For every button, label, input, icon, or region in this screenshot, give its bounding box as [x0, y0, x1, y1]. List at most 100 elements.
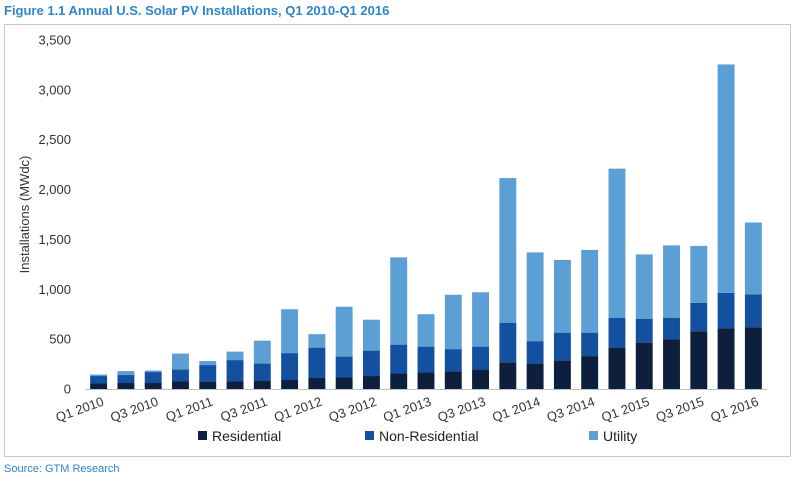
- bar-segment-utility: [444, 294, 462, 350]
- figure-title: Figure 1.1 Annual U.S. Solar PV Installa…: [4, 3, 390, 18]
- bar-segment-utility: [281, 309, 299, 354]
- bar-segment-residential: [663, 339, 680, 389]
- bar-segment-residential: [499, 362, 517, 389]
- legend-label: Utility: [603, 428, 637, 444]
- bar-segment-utility: [390, 257, 408, 345]
- x-tick-label: Q3 2012: [326, 394, 378, 425]
- x-tick-label: Q1 2015: [599, 394, 651, 425]
- bar-segment-utility: [308, 334, 326, 348]
- legend-label: Non-Residential: [379, 428, 479, 444]
- bar-segment-non-residential: [117, 375, 135, 384]
- bar-segment-utility: [472, 292, 490, 347]
- bar-segment-utility: [226, 351, 244, 361]
- x-tick-label: Q1 2014: [490, 394, 542, 425]
- y-tick-label: 3,000: [38, 82, 71, 97]
- bar-segment-utility: [417, 314, 435, 347]
- legend-swatch: [198, 431, 207, 440]
- bars: [90, 64, 762, 389]
- bar-segment-utility: [526, 252, 544, 342]
- x-tick-label: Q1 2011: [164, 394, 215, 425]
- bar-segment-non-residential: [553, 332, 571, 361]
- bar-segment-residential: [717, 328, 735, 389]
- bar-segment-non-residential: [308, 347, 326, 379]
- bar-segment-non-residential: [717, 292, 735, 329]
- bar-segment-non-residential: [444, 349, 462, 372]
- legend-label: Residential: [212, 428, 281, 444]
- bar-segment-non-residential: [526, 341, 544, 364]
- y-tick-label: 500: [49, 332, 71, 347]
- bar-segment-residential: [690, 331, 708, 389]
- bar-segment-residential: [526, 363, 544, 389]
- x-tick-label: Q1 2016: [708, 394, 760, 425]
- bar-segment-residential: [335, 377, 353, 389]
- y-tick-label: 0: [64, 382, 71, 397]
- bar-segment-residential: [553, 360, 571, 389]
- bar-segment-utility: [499, 178, 517, 323]
- bar-segment-utility: [199, 361, 217, 366]
- bar-segment-non-residential: [472, 346, 490, 370]
- x-tick-label: Q3 2013: [436, 394, 488, 425]
- bar-segment-utility: [581, 249, 599, 333]
- y-axis-ticks: 0 500 1,000 1,500 2,000 2,500 3,000 3,500: [38, 33, 71, 397]
- bar-segment-residential: [417, 372, 435, 389]
- x-tick-label: Q1 2013: [381, 394, 433, 425]
- bar-segment-non-residential: [144, 372, 162, 384]
- x-tick-label: Q3 2010: [108, 394, 160, 425]
- bar-segment-residential: [172, 381, 189, 389]
- bar-segment-utility: [663, 245, 680, 318]
- chart-frame: [4, 24, 791, 457]
- bar-segment-non-residential: [281, 353, 299, 381]
- bar-segment-non-residential: [226, 360, 244, 382]
- y-tick-label: 1,500: [38, 232, 71, 247]
- bar-segment-residential: [308, 378, 326, 389]
- bar-segment-utility: [172, 353, 189, 370]
- x-axis-ticks: Q1 2010 Q3 2010 Q1 2011 Q3 2011 Q1 2012 Q3 20…: [54, 394, 761, 425]
- y-tick-label: 2,000: [38, 182, 71, 197]
- bar-segment-residential: [199, 382, 217, 389]
- x-tick-label: Q3 2011: [218, 394, 269, 425]
- bar-segment-non-residential: [690, 302, 708, 332]
- bar-segment-residential: [226, 381, 244, 389]
- bar-segment-utility: [553, 259, 571, 333]
- bar-segment-utility: [90, 374, 108, 377]
- bar-segment-non-residential: [90, 376, 108, 384]
- source-note: Source: GTM Research: [4, 463, 120, 475]
- bar-segment-utility: [690, 245, 708, 303]
- bar-segment-utility: [253, 340, 271, 364]
- x-tick-label: Q3 2014: [545, 394, 597, 425]
- legend: Residential Non-Residential Utility: [198, 428, 637, 444]
- bar-segment-non-residential: [663, 317, 680, 340]
- bar-segment-non-residential: [362, 350, 380, 377]
- legend-swatch: [365, 431, 374, 440]
- bar-segment-non-residential: [199, 365, 217, 383]
- bar-segment-non-residential: [499, 322, 517, 363]
- bar-segment-utility: [608, 168, 626, 318]
- bar-segment-utility: [335, 306, 353, 357]
- bar-segment-non-residential: [744, 294, 762, 328]
- bar-segment-non-residential: [390, 344, 408, 374]
- bar-segment-residential: [635, 342, 653, 389]
- bar-segment-residential: [444, 371, 462, 389]
- bar-segment-utility: [635, 254, 653, 319]
- y-tick-label: 3,500: [38, 33, 71, 48]
- bar-segment-utility: [362, 319, 380, 351]
- x-tick-label: Q1 2012: [272, 394, 324, 425]
- bar-segment-non-residential: [253, 363, 271, 382]
- bar-segment-non-residential: [581, 332, 599, 357]
- bar-segment-residential: [144, 383, 162, 389]
- bar-segment-utility: [744, 222, 762, 295]
- y-tick-label: 2,500: [38, 132, 71, 147]
- bar-segment-residential: [90, 383, 108, 389]
- bar-segment-utility: [717, 64, 735, 293]
- legend-swatch: [589, 431, 598, 440]
- bar-segment-non-residential: [635, 318, 653, 343]
- bar-segment-residential: [390, 373, 408, 389]
- bar-segment-residential: [362, 376, 380, 389]
- bar-segment-residential: [472, 369, 490, 389]
- bar-segment-residential: [581, 356, 599, 389]
- bar-segment-residential: [744, 327, 762, 389]
- x-tick-label: Q3 2015: [654, 394, 706, 425]
- bar-segment-residential: [117, 383, 135, 389]
- bar-segment-non-residential: [172, 369, 189, 382]
